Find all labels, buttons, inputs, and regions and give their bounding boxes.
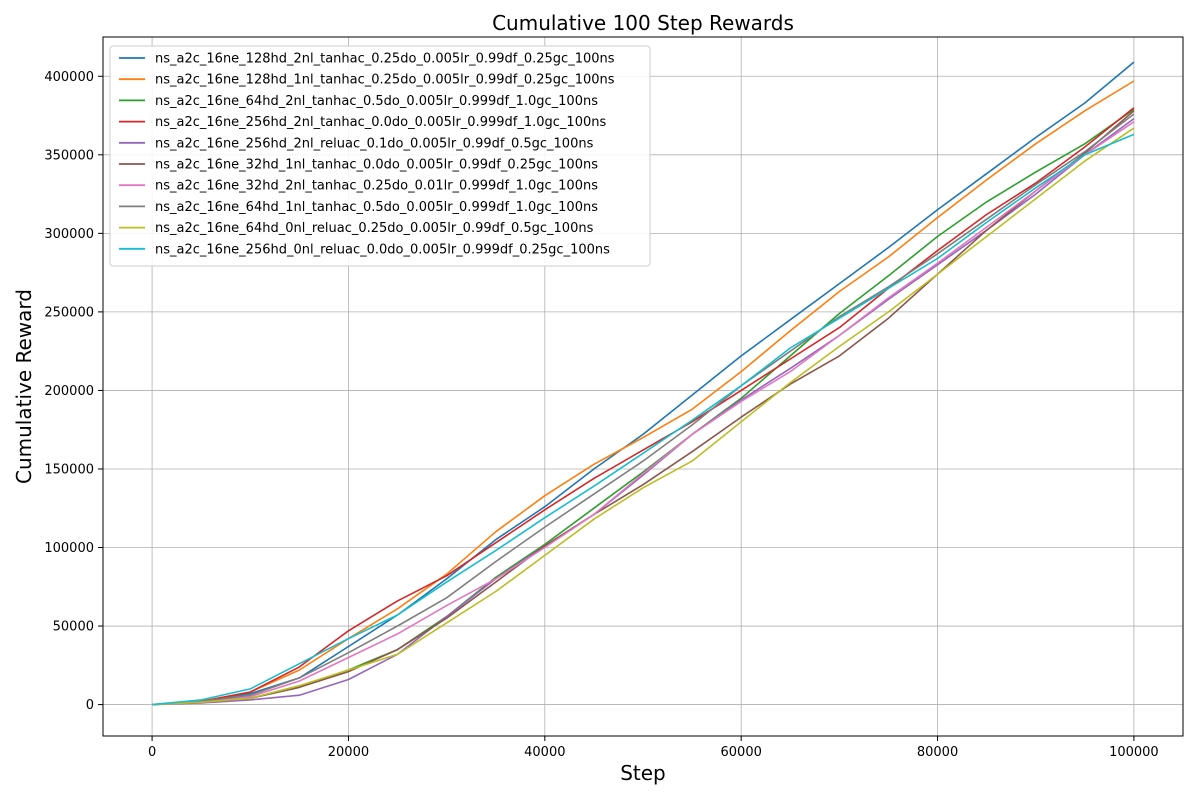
y-tick-label: 150000 (44, 462, 94, 477)
y-tick-label: 300000 (44, 227, 94, 242)
legend-label: ns_a2c_16ne_256hd_2nl_reluac_0.1do_0.005… (155, 136, 594, 151)
x-axis-label: Step (620, 761, 666, 785)
y-tick-label: 400000 (44, 70, 94, 85)
legend-label: ns_a2c_16ne_64hd_0nl_reluac_0.25do_0.005… (155, 221, 594, 236)
y-tick-label: 0 (86, 698, 94, 713)
series-line-6 (152, 110, 1135, 706)
legend-box (109, 45, 651, 267)
legend-label: ns_a2c_16ne_256hd_2nl_tanhac_0.0do_0.005… (155, 115, 606, 130)
x-tick-label: 40000 (524, 745, 565, 760)
series-line-7 (152, 121, 1135, 706)
legend-label: ns_a2c_16ne_256hd_0nl_reluac_0.0do_0.005… (155, 242, 610, 257)
legend-label: ns_a2c_16ne_128hd_1nl_tanhac_0.25do_0.00… (155, 73, 615, 88)
chart-title: Cumulative 100 Step Rewards (492, 11, 794, 35)
legend-label: ns_a2c_16ne_64hd_2nl_tanhac_0.5do_0.005l… (155, 94, 598, 109)
plot-area-frame (102, 36, 1184, 737)
series-line-10 (152, 133, 1135, 706)
x-tick-label: 80000 (917, 745, 958, 760)
series-line-1 (152, 61, 1135, 706)
legend-label: ns_a2c_16ne_32hd_2nl_tanhac_0.25do_0.01l… (155, 179, 598, 194)
y-tick-label: 50000 (53, 620, 94, 635)
y-tick-label: 250000 (44, 305, 94, 320)
legend-label: ns_a2c_16ne_128hd_2nl_tanhac_0.25do_0.00… (155, 52, 615, 67)
x-tick-label: 60000 (721, 745, 762, 760)
y-tick-label: 100000 (44, 541, 94, 556)
y-tick-label: 350000 (44, 148, 94, 163)
x-tick-label: 0 (148, 745, 156, 760)
y-axis-label: Cumulative Reward (12, 289, 36, 484)
series-line-9 (152, 127, 1135, 706)
y-tick-label: 200000 (44, 384, 94, 399)
series-line-5 (152, 118, 1135, 706)
legend: ns_a2c_16ne_128hd_2nl_tanhac_0.25do_0.00… (109, 45, 651, 267)
x-tick-label: 100000 (1109, 745, 1159, 760)
x-tick-label: 20000 (328, 745, 369, 760)
series-line-8 (152, 113, 1135, 706)
legend-label: ns_a2c_16ne_64hd_1nl_tanhac_0.5do_0.005l… (155, 200, 598, 215)
legend-label: ns_a2c_16ne_32hd_1nl_tanhac_0.0do_0.005l… (155, 158, 598, 173)
series-line-2 (152, 80, 1135, 706)
